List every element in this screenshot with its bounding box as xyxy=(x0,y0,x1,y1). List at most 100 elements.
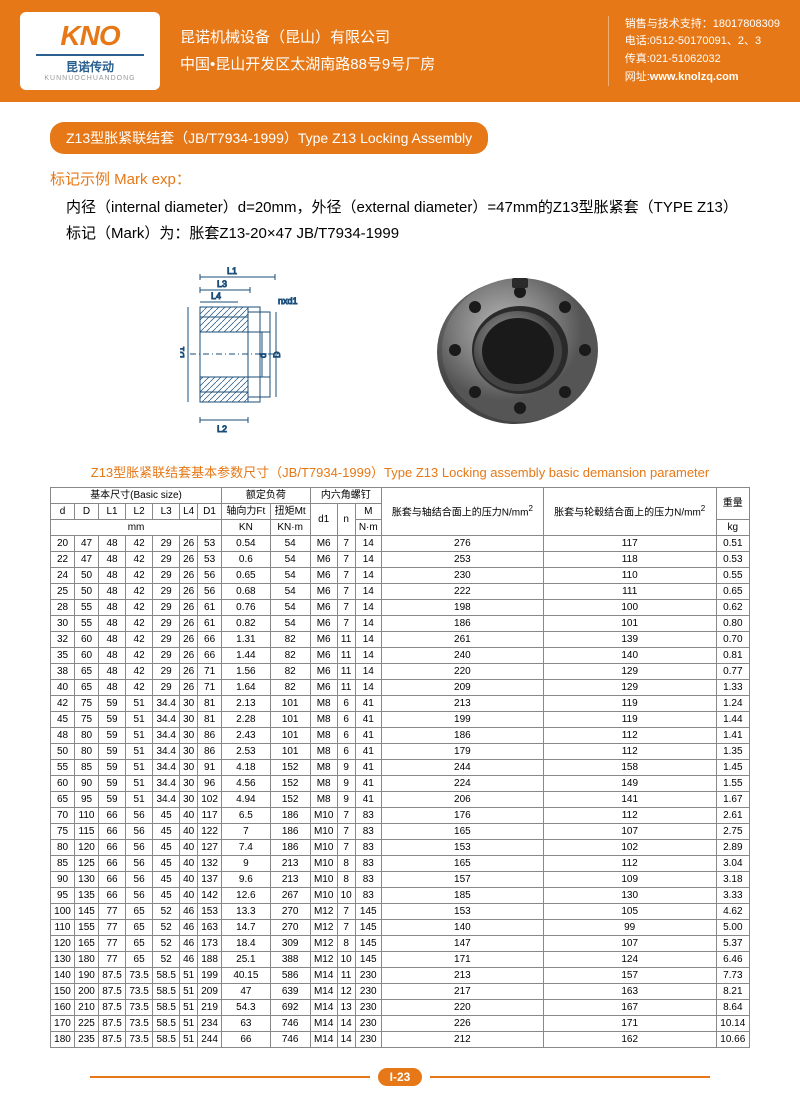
table-cell: 51 xyxy=(180,984,198,1000)
table-cell: 42 xyxy=(126,600,153,616)
th-kn: KN xyxy=(222,520,271,536)
table-cell: M8 xyxy=(310,744,337,760)
table-cell: 54 xyxy=(270,568,310,584)
table-cell: 41 xyxy=(355,792,381,808)
table-cell: 56 xyxy=(126,888,153,904)
table-cell: 59 xyxy=(99,776,126,792)
table-cell: 11 xyxy=(337,680,355,696)
table-cell: 165 xyxy=(381,824,543,840)
table-cell: 129 xyxy=(543,664,716,680)
table-cell: 51 xyxy=(126,776,153,792)
table-cell: 0.68 xyxy=(222,584,271,600)
table-cell: 142 xyxy=(198,888,222,904)
table-cell: 165 xyxy=(381,856,543,872)
table-cell: 82 xyxy=(270,680,310,696)
table-cell: 65 xyxy=(75,680,99,696)
table-cell: 213 xyxy=(270,856,310,872)
table-cell: 186 xyxy=(381,728,543,744)
table-cell: 30 xyxy=(180,712,198,728)
table-cell: 122 xyxy=(198,824,222,840)
table-cell: 235 xyxy=(75,1032,99,1048)
table-cell: 13.3 xyxy=(222,904,271,920)
table-row: 224748422926530.654M67142531180.53 xyxy=(51,552,750,568)
table-cell: 56 xyxy=(126,808,153,824)
table-cell: 119 xyxy=(543,712,716,728)
table-cell: 120 xyxy=(75,840,99,856)
table-cell: 45 xyxy=(153,856,180,872)
table-cell: 180 xyxy=(51,1032,75,1048)
table-cell: 170 xyxy=(51,1016,75,1032)
table-cell: 112 xyxy=(543,728,716,744)
table-cell: 8 xyxy=(337,872,355,888)
table-cell: 47 xyxy=(75,536,99,552)
table-cell: 1.24 xyxy=(716,696,749,712)
table-cell: 0.81 xyxy=(716,648,749,664)
table-cell: 153 xyxy=(381,840,543,856)
table-cell: 48 xyxy=(99,552,126,568)
table-cell: 66 xyxy=(222,1032,271,1048)
table-cell: 34.4 xyxy=(153,696,180,712)
table-cell: M6 xyxy=(310,584,337,600)
table-cell: 52 xyxy=(153,920,180,936)
table-cell: 40 xyxy=(180,824,198,840)
table-cell: 29 xyxy=(153,584,180,600)
table-cell: 51 xyxy=(180,1000,198,1016)
table-cell: 65 xyxy=(126,936,153,952)
table-cell: 7 xyxy=(337,904,355,920)
table-cell: 153 xyxy=(198,904,222,920)
table-row: 1101557765524616314.7270M127145140995.00 xyxy=(51,920,750,936)
table-cell: M6 xyxy=(310,568,337,584)
table-cell: 59 xyxy=(99,744,126,760)
table-cell: 86 xyxy=(198,728,222,744)
table-cell: 4.18 xyxy=(222,760,271,776)
table-cell: M14 xyxy=(310,968,337,984)
table-cell: 0.77 xyxy=(716,664,749,680)
table-cell: 41 xyxy=(355,728,381,744)
table-cell: 145 xyxy=(355,904,381,920)
table-cell: 82 xyxy=(270,648,310,664)
table-cell: 56 xyxy=(126,824,153,840)
mark-example-section: 标记示例 Mark exp： 内径（internal diameter）d=20… xyxy=(50,168,750,246)
table-cell: 73.5 xyxy=(126,984,153,1000)
table-cell: 253 xyxy=(381,552,543,568)
th-ft: 轴向力Ft xyxy=(222,504,271,520)
table-cell: 83 xyxy=(355,872,381,888)
table-cell: 40 xyxy=(180,872,198,888)
table-cell: 209 xyxy=(198,984,222,1000)
table-cell: 130 xyxy=(51,952,75,968)
th-L3: L3 xyxy=(153,504,180,520)
table-cell: 46 xyxy=(180,936,198,952)
table-cell: 51 xyxy=(126,744,153,760)
table-cell: M6 xyxy=(310,600,337,616)
table-cell: 14 xyxy=(355,568,381,584)
table-cell: 13 xyxy=(337,1000,355,1016)
table-cell: 25.1 xyxy=(222,952,271,968)
table-cell: 54 xyxy=(270,552,310,568)
logo-main-text: KNO xyxy=(60,20,119,52)
table-cell: 26 xyxy=(180,680,198,696)
table-row: 386548422926711.5682M611142201290.77 xyxy=(51,664,750,680)
table-cell: 77 xyxy=(99,936,126,952)
table-cell: 29 xyxy=(153,536,180,552)
table-cell: 58.5 xyxy=(153,1000,180,1016)
table-cell: 14 xyxy=(355,600,381,616)
table-cell: 48 xyxy=(99,664,126,680)
table-cell: 45 xyxy=(153,808,180,824)
logo-pinyin: KUNNUOCHUANDONG xyxy=(44,75,135,82)
table-cell: 83 xyxy=(355,856,381,872)
table-cell: 42 xyxy=(126,584,153,600)
table-cell: 225 xyxy=(75,1016,99,1032)
table-cell: 125 xyxy=(75,856,99,872)
table-cell: 167 xyxy=(543,1000,716,1016)
table-cell: 130 xyxy=(543,888,716,904)
table-cell: 0.62 xyxy=(716,600,749,616)
table-cell: 0.51 xyxy=(716,536,749,552)
technical-drawing: L1 L3 L4 nxd1 xyxy=(180,262,360,442)
svg-text:nxd1: nxd1 xyxy=(278,296,298,306)
table-cell: 7 xyxy=(337,568,355,584)
table-cell: 145 xyxy=(355,952,381,968)
table-cell: 38 xyxy=(51,664,75,680)
logo-sub-text: 昆诺传动 xyxy=(66,58,114,75)
table-cell: 73.5 xyxy=(126,1032,153,1048)
table-cell: 0.76 xyxy=(222,600,271,616)
